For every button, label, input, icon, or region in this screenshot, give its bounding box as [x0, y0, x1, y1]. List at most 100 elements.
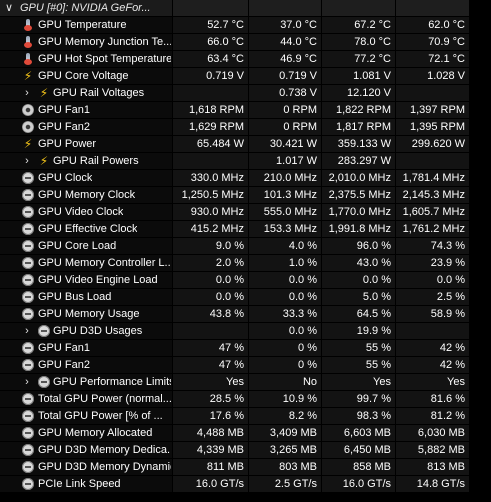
sensor-name-cell[interactable]: › GPU Performance Limits — [0, 374, 173, 390]
sensor-name-cell[interactable]: GPU Memory Junction Te... — [0, 34, 173, 50]
sensor-row[interactable]: GPU Bus Load 0.0 % 0.0 % 5.0 % 2.5 % — [0, 289, 491, 306]
sensor-row[interactable]: Total GPU Power (normal... 28.5 % 10.9 % 99… — [0, 391, 491, 408]
sensor-name-cell[interactable]: GPU Memory Controller L... — [0, 255, 173, 271]
average-value: 74.3 % — [396, 238, 470, 254]
sensor-label: GPU Core Voltage — [38, 70, 129, 82]
sensor-row[interactable]: GPU Clock 330.0 MHz 210.0 MHz 2,010.0 MHz 1,… — [0, 170, 491, 187]
average-value: 0.0 % — [396, 272, 470, 288]
current-value: 43.8 % — [173, 306, 249, 322]
sensor-name-cell[interactable]: GPU Bus Load — [0, 289, 173, 305]
sensor-name-cell[interactable]: GPU Core Load — [0, 238, 173, 254]
sensor-name-cell[interactable]: GPU Hot Spot Temperature — [0, 51, 173, 67]
sensor-row[interactable]: GPU Fan1 47 % 0 % 55 % 42 % — [0, 340, 491, 357]
chevron-right-icon[interactable]: › — [25, 325, 29, 337]
sensor-name-cell[interactable]: ⚡ GPU Core Voltage — [0, 68, 173, 84]
clock-icon — [22, 257, 34, 269]
sensor-name-cell[interactable]: › ⚡ GPU Rail Powers — [0, 153, 173, 169]
sensor-name-cell[interactable]: Total GPU Power [% of ... — [0, 408, 173, 424]
sensor-row[interactable]: › GPU D3D Usages 0.0 % 19.9 % — [0, 323, 491, 340]
average-value: 81.6 % — [396, 391, 470, 407]
sensor-row[interactable]: GPU D3D Memory Dedica... 4,339 MB 3,265 MB… — [0, 442, 491, 459]
sensor-name-cell[interactable]: ⚡ GPU Power — [0, 136, 173, 152]
sensor-row[interactable]: GPU Memory Usage 43.8 % 33.3 % 64.5 % 58.9 % — [0, 306, 491, 323]
sensor-name-cell[interactable]: GPU D3D Memory Dynamic — [0, 459, 173, 475]
sensor-row[interactable]: GPU Temperature 52.7 °C 37.0 °C 67.2 °C 62.0… — [0, 17, 491, 34]
scrollbar-gutter — [470, 391, 491, 408]
sensor-name-cell[interactable]: GPU Effective Clock — [0, 221, 173, 237]
sensor-row[interactable]: GPU Memory Junction Te... 66.0 °C 44.0 °C 7… — [0, 34, 491, 51]
maximum-value: 16.0 GT/s — [322, 476, 396, 492]
sensor-name-cell[interactable]: GPU Temperature — [0, 17, 173, 33]
sensor-row[interactable]: GPU Fan2 47 % 0 % 55 % 42 % — [0, 357, 491, 374]
current-value — [173, 153, 249, 169]
header-cell-maximum — [322, 0, 396, 16]
sensor-row[interactable]: GPU Video Engine Load 0.0 % 0.0 % 0.0 % 0.0 … — [0, 272, 491, 289]
chevron-down-icon[interactable]: ∨ — [5, 2, 14, 14]
sensor-name-cell[interactable]: GPU Video Clock — [0, 204, 173, 220]
sensor-name-cell[interactable]: GPU Clock — [0, 170, 173, 186]
chevron-right-icon[interactable]: › — [25, 155, 29, 167]
sensor-name-cell[interactable]: GPU Memory Allocated — [0, 425, 173, 441]
sensor-name-cell[interactable]: GPU Fan1 — [0, 340, 173, 356]
clock-icon — [22, 189, 34, 201]
sensor-name-cell[interactable]: GPU D3D Memory Dedica... — [0, 442, 173, 458]
sensor-name-cell[interactable]: Total GPU Power (normal... — [0, 391, 173, 407]
sensor-name-cell[interactable]: GPU Memory Usage — [0, 306, 173, 322]
sensor-row[interactable]: Total GPU Power [% of ... 17.6 % 8.2 % 98.3… — [0, 408, 491, 425]
sensor-row[interactable]: GPU Memory Controller L... 2.0 % 1.0 % 43.0… — [0, 255, 491, 272]
minimum-value: 10.9 % — [249, 391, 322, 407]
chevron-right-icon[interactable]: › — [25, 87, 29, 99]
current-value: 16.0 GT/s — [173, 476, 249, 492]
scrollbar-gutter — [470, 408, 491, 425]
sensor-row[interactable]: GPU Memory Clock 1,250.5 MHz 101.3 MHz 2,37… — [0, 187, 491, 204]
sensor-row[interactable]: PCIe Link Speed 16.0 GT/s 2.5 GT/s 16.0 GT/… — [0, 476, 491, 493]
sensor-label: GPU Fan1 — [38, 104, 90, 116]
sensor-label: GPU Bus Load — [38, 291, 112, 303]
sensor-row[interactable]: GPU Video Clock 930.0 MHz 555.0 MHz 1,770.0… — [0, 204, 491, 221]
current-value: 415.2 MHz — [173, 221, 249, 237]
sensor-name-cell[interactable]: GPU Video Engine Load — [0, 272, 173, 288]
sensor-row[interactable]: › GPU Performance Limits Yes No Yes Yes — [0, 374, 491, 391]
sensor-row[interactable]: ⚡ GPU Power 65.484 W 30.421 W 359.133 W 299.6… — [0, 136, 491, 153]
sensor-row[interactable]: GPU Fan1 1,618 RPM 0 RPM 1,822 RPM 1,397 RPM — [0, 102, 491, 119]
sensor-name-cell[interactable]: GPU Fan1 — [0, 102, 173, 118]
average-value: 72.1 °C — [396, 51, 470, 67]
sensor-label: GPU Fan2 — [38, 121, 90, 133]
minimum-value: 3,409 MB — [249, 425, 322, 441]
sensor-label: Total GPU Power (normal... — [38, 393, 171, 405]
maximum-value: 78.0 °C — [322, 34, 396, 50]
average-value: 1.028 V — [396, 68, 470, 84]
sensor-row[interactable]: GPU Effective Clock 415.2 MHz 153.3 MHz 1,9… — [0, 221, 491, 238]
average-value: 2,145.3 MHz — [396, 187, 470, 203]
minimum-value: 3,265 MB — [249, 442, 322, 458]
maximum-value: 96.0 % — [322, 238, 396, 254]
gpu-group-name-cell[interactable]: ∨ GPU [#0]: NVIDIA GeFor... — [0, 0, 173, 16]
sensor-row[interactable]: GPU Memory Allocated 4,488 MB 3,409 MB 6,60… — [0, 425, 491, 442]
scrollbar-gutter — [470, 0, 491, 17]
scrollbar-gutter — [470, 459, 491, 476]
sensor-name-cell[interactable]: GPU Memory Clock — [0, 187, 173, 203]
current-value: 17.6 % — [173, 408, 249, 424]
sensor-row[interactable]: GPU Core Load 9.0 % 4.0 % 96.0 % 74.3 % — [0, 238, 491, 255]
sensor-name-cell[interactable]: GPU Fan2 — [0, 357, 173, 373]
lightning-icon: ⚡ — [23, 137, 33, 151]
sensor-name-cell[interactable]: GPU Fan2 — [0, 119, 173, 135]
sensor-row[interactable]: GPU Hot Spot Temperature 63.4 °C 46.9 °C 77… — [0, 51, 491, 68]
sensor-row[interactable]: › ⚡ GPU Rail Powers 1.017 W 283.297 W — [0, 153, 491, 170]
chevron-right-icon[interactable]: › — [25, 376, 29, 388]
gpu-group-header[interactable]: ⌄ ∨ GPU [#0]: NVIDIA GeFor... — [0, 0, 491, 17]
sensor-name-cell[interactable]: › GPU D3D Usages — [0, 323, 173, 339]
maximum-value: 67.2 °C — [322, 17, 396, 33]
sensor-row[interactable]: GPU D3D Memory Dynamic 811 MB 803 MB 858 MB… — [0, 459, 491, 476]
maximum-value: 858 MB — [322, 459, 396, 475]
maximum-value: 43.0 % — [322, 255, 396, 271]
maximum-value: 98.3 % — [322, 408, 396, 424]
sensor-label: GPU Fan1 — [38, 342, 90, 354]
sensor-name-cell[interactable]: › ⚡ GPU Rail Voltages — [0, 85, 173, 101]
sensor-label: GPU Rail Voltages — [53, 87, 145, 99]
sensor-row[interactable]: › ⚡ GPU Rail Voltages 0.738 V 12.120 V — [0, 85, 491, 102]
sensor-row[interactable]: ⚡ GPU Core Voltage 0.719 V 0.719 V 1.081 V 1.… — [0, 68, 491, 85]
sensor-name-cell[interactable]: PCIe Link Speed — [0, 476, 173, 492]
sensor-row[interactable]: GPU Fan2 1,629 RPM 0 RPM 1,817 RPM 1,395 RPM — [0, 119, 491, 136]
sensor-label: GPU Memory Clock — [38, 189, 136, 201]
